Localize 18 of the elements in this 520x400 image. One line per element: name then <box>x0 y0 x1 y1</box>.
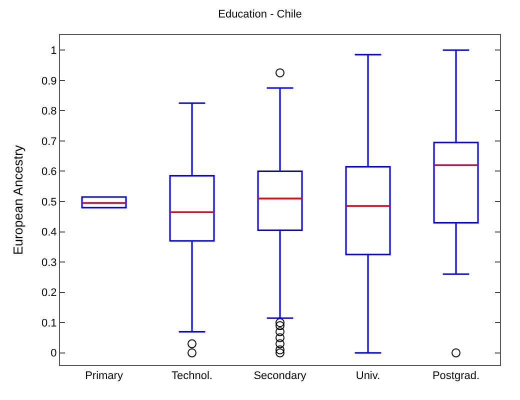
y-tick-label: 0 <box>50 348 57 360</box>
x-tick-label: Primary <box>85 370 124 382</box>
x-tick-label: Postgrad. <box>432 370 480 382</box>
y-tick-label: 1 <box>50 44 57 57</box>
y-tick-label: 0.3 <box>42 256 57 269</box>
y-tick-label: 0.6 <box>42 166 57 178</box>
y-tick-label: 0.1 <box>42 317 57 330</box>
chart-title: Education - Chile <box>218 8 302 21</box>
x-tick-label: Secondary <box>254 370 307 382</box>
y-axis-title: European Ancestry <box>10 144 26 255</box>
x-tick-label: Technol. <box>172 370 212 382</box>
y-tick-label: 0.7 <box>42 136 57 148</box>
y-tick-label: 0.9 <box>42 75 57 88</box>
x-tick-label: Univ. <box>356 370 380 382</box>
y-tick-label: 0.4 <box>42 226 57 239</box>
y-tick-label: 0.8 <box>42 106 57 118</box>
y-tick-label: 0.2 <box>42 287 57 300</box>
y-tick-label: 0.5 <box>42 196 57 208</box>
